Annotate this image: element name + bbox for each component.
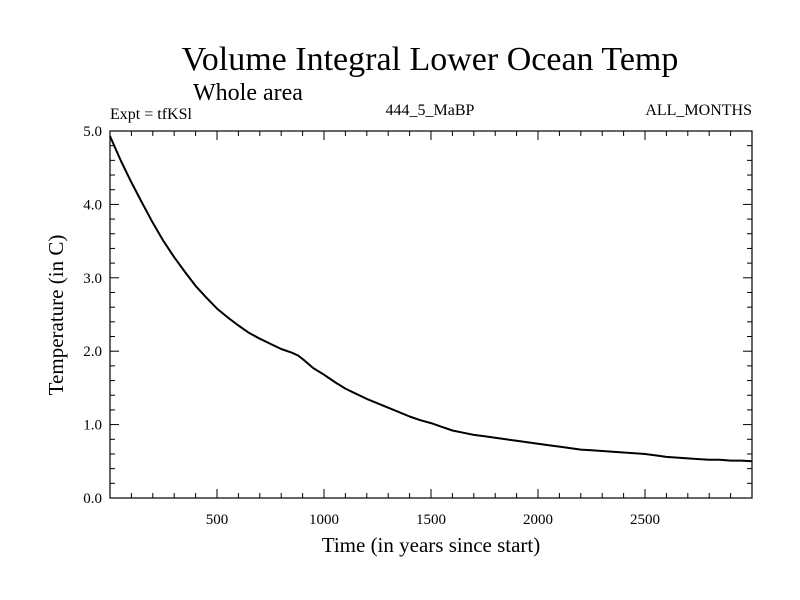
y-tick-label: 1.0 [83, 418, 102, 434]
x-axis-label: Time (in years since start) [322, 533, 541, 557]
x-tick-label: 2500 [630, 512, 660, 528]
x-tick-label: 1000 [309, 512, 339, 528]
x-tick-label: 1500 [416, 512, 446, 528]
y-tick-label: 4.0 [83, 197, 102, 213]
temperature-series-line [109, 135, 753, 463]
x-tick-label: 500 [206, 512, 229, 528]
chart-title: Volume Integral Lower Ocean Temp [182, 41, 679, 78]
period-label: 444_5_MaBP [386, 102, 475, 119]
experiment-label: Expt = tfKSl [110, 106, 192, 123]
y-tick-label: 5.0 [83, 124, 102, 140]
chart-subtitle: Whole area [193, 80, 303, 106]
y-axis-label: Temperature (in C) [44, 235, 68, 396]
plot-frame [109, 130, 753, 499]
tick-labels: 500 1000 1500 2000 2500 0.0 1.0 2.0 3.0 4.0 5.0 [83, 124, 660, 528]
y-tick-label: 0.0 [83, 491, 102, 507]
y-tick-label: 2.0 [83, 344, 102, 360]
axis-ticks [110, 131, 752, 498]
x-tick-label: 2000 [523, 512, 553, 528]
y-tick-label: 3.0 [83, 271, 102, 287]
months-label: ALL_MONTHS [645, 102, 752, 119]
